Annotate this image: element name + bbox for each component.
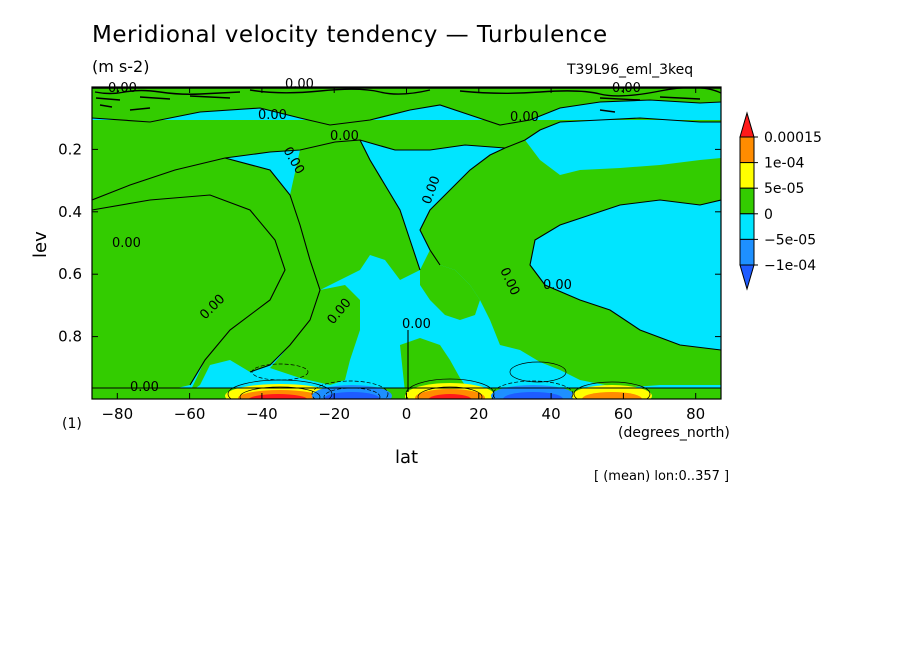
x-tick-label: 80 [686,405,705,423]
band-positive-strong [582,392,642,399]
colorbar-label: 5e-05 [764,181,804,197]
colorbar-label: 0.00015 [764,130,822,146]
contour-label: 0.00 [510,110,539,125]
colorbar: 0.00015 1e-04 5e-05 0 −5e-05 −1e-04 [739,111,822,291]
band-positive-small [92,118,721,200]
contour-label: 0.00 [330,129,359,144]
colorbar-label: 0 [764,207,773,223]
x-tick-label: 40 [542,405,561,423]
x-axis-label: lat [395,447,419,468]
contour-label: 0.00 [258,108,287,123]
y-tick-label: 0.6 [58,265,82,283]
x-tick-label: −80 [101,405,133,423]
figure-note: (1) [62,416,82,432]
x-tick-label: −60 [174,405,206,423]
band-positive-small [420,250,480,320]
chart-title: Meridional velocity tendency — Turbulenc… [92,22,608,48]
band-positive-small [290,140,420,290]
x-tick-label: 20 [469,405,488,423]
colorbar-label: −5e-05 [764,232,816,248]
band-positive-small [400,338,470,392]
y-tick-label: 0.8 [58,328,82,346]
contour-label: 0.00 [402,317,431,332]
contour-label: 0.00 [285,77,314,92]
contour-label: 0.00 [130,380,159,395]
chart-units: (m s-2) [92,57,150,76]
band-positive-small [92,87,721,125]
band-positive-max [248,394,308,399]
colorbar-swatch [739,187,755,215]
contour-lines-thin [227,361,651,399]
contour-label: 0.00 [612,81,641,96]
colorbar-swatch [739,238,755,266]
region-note: [ (mean) lon:0..357 ] [594,469,730,484]
contour-label: 0.00 [112,236,141,251]
colorbar-min-arrow [739,264,755,291]
y-axis: 0.2 0.4 0.6 0.8 [58,140,721,346]
contour-label: 0.00 [108,81,137,96]
x-tick-label: −20 [318,405,350,423]
y-tick-label: 0.4 [58,203,82,221]
x-axis-units: (degrees_north) [618,425,730,441]
colorbar-label: 1e-04 [764,156,804,172]
colorbar-label: −1e-04 [764,258,816,274]
band-positive-small [92,158,320,392]
y-tick-label: 0.2 [58,140,82,158]
colorbar-swatch [739,162,755,189]
band-positive-small [92,195,285,392]
contour-lines [92,99,721,392]
band-positive-small [270,285,360,385]
x-tick-label: 0 [402,405,412,423]
x-tick-label: 60 [614,405,633,423]
band-negative-max [324,392,380,399]
x-tick-label: −40 [246,405,278,423]
colorbar-swatch [739,136,755,164]
band-negative-max [503,392,563,399]
y-axis-label: lev [30,231,51,258]
x-axis: −80 −60 −40 −20 0 20 40 60 80 [101,87,705,423]
contour-label: 0.00 [543,278,572,293]
run-name: T39L96_eml_3keq [567,62,694,78]
colorbar-max-arrow [739,111,755,138]
contour-field [92,87,721,399]
band-positive-small [420,140,721,388]
band-positive-max [428,394,472,399]
colorbar-swatch [739,213,755,240]
